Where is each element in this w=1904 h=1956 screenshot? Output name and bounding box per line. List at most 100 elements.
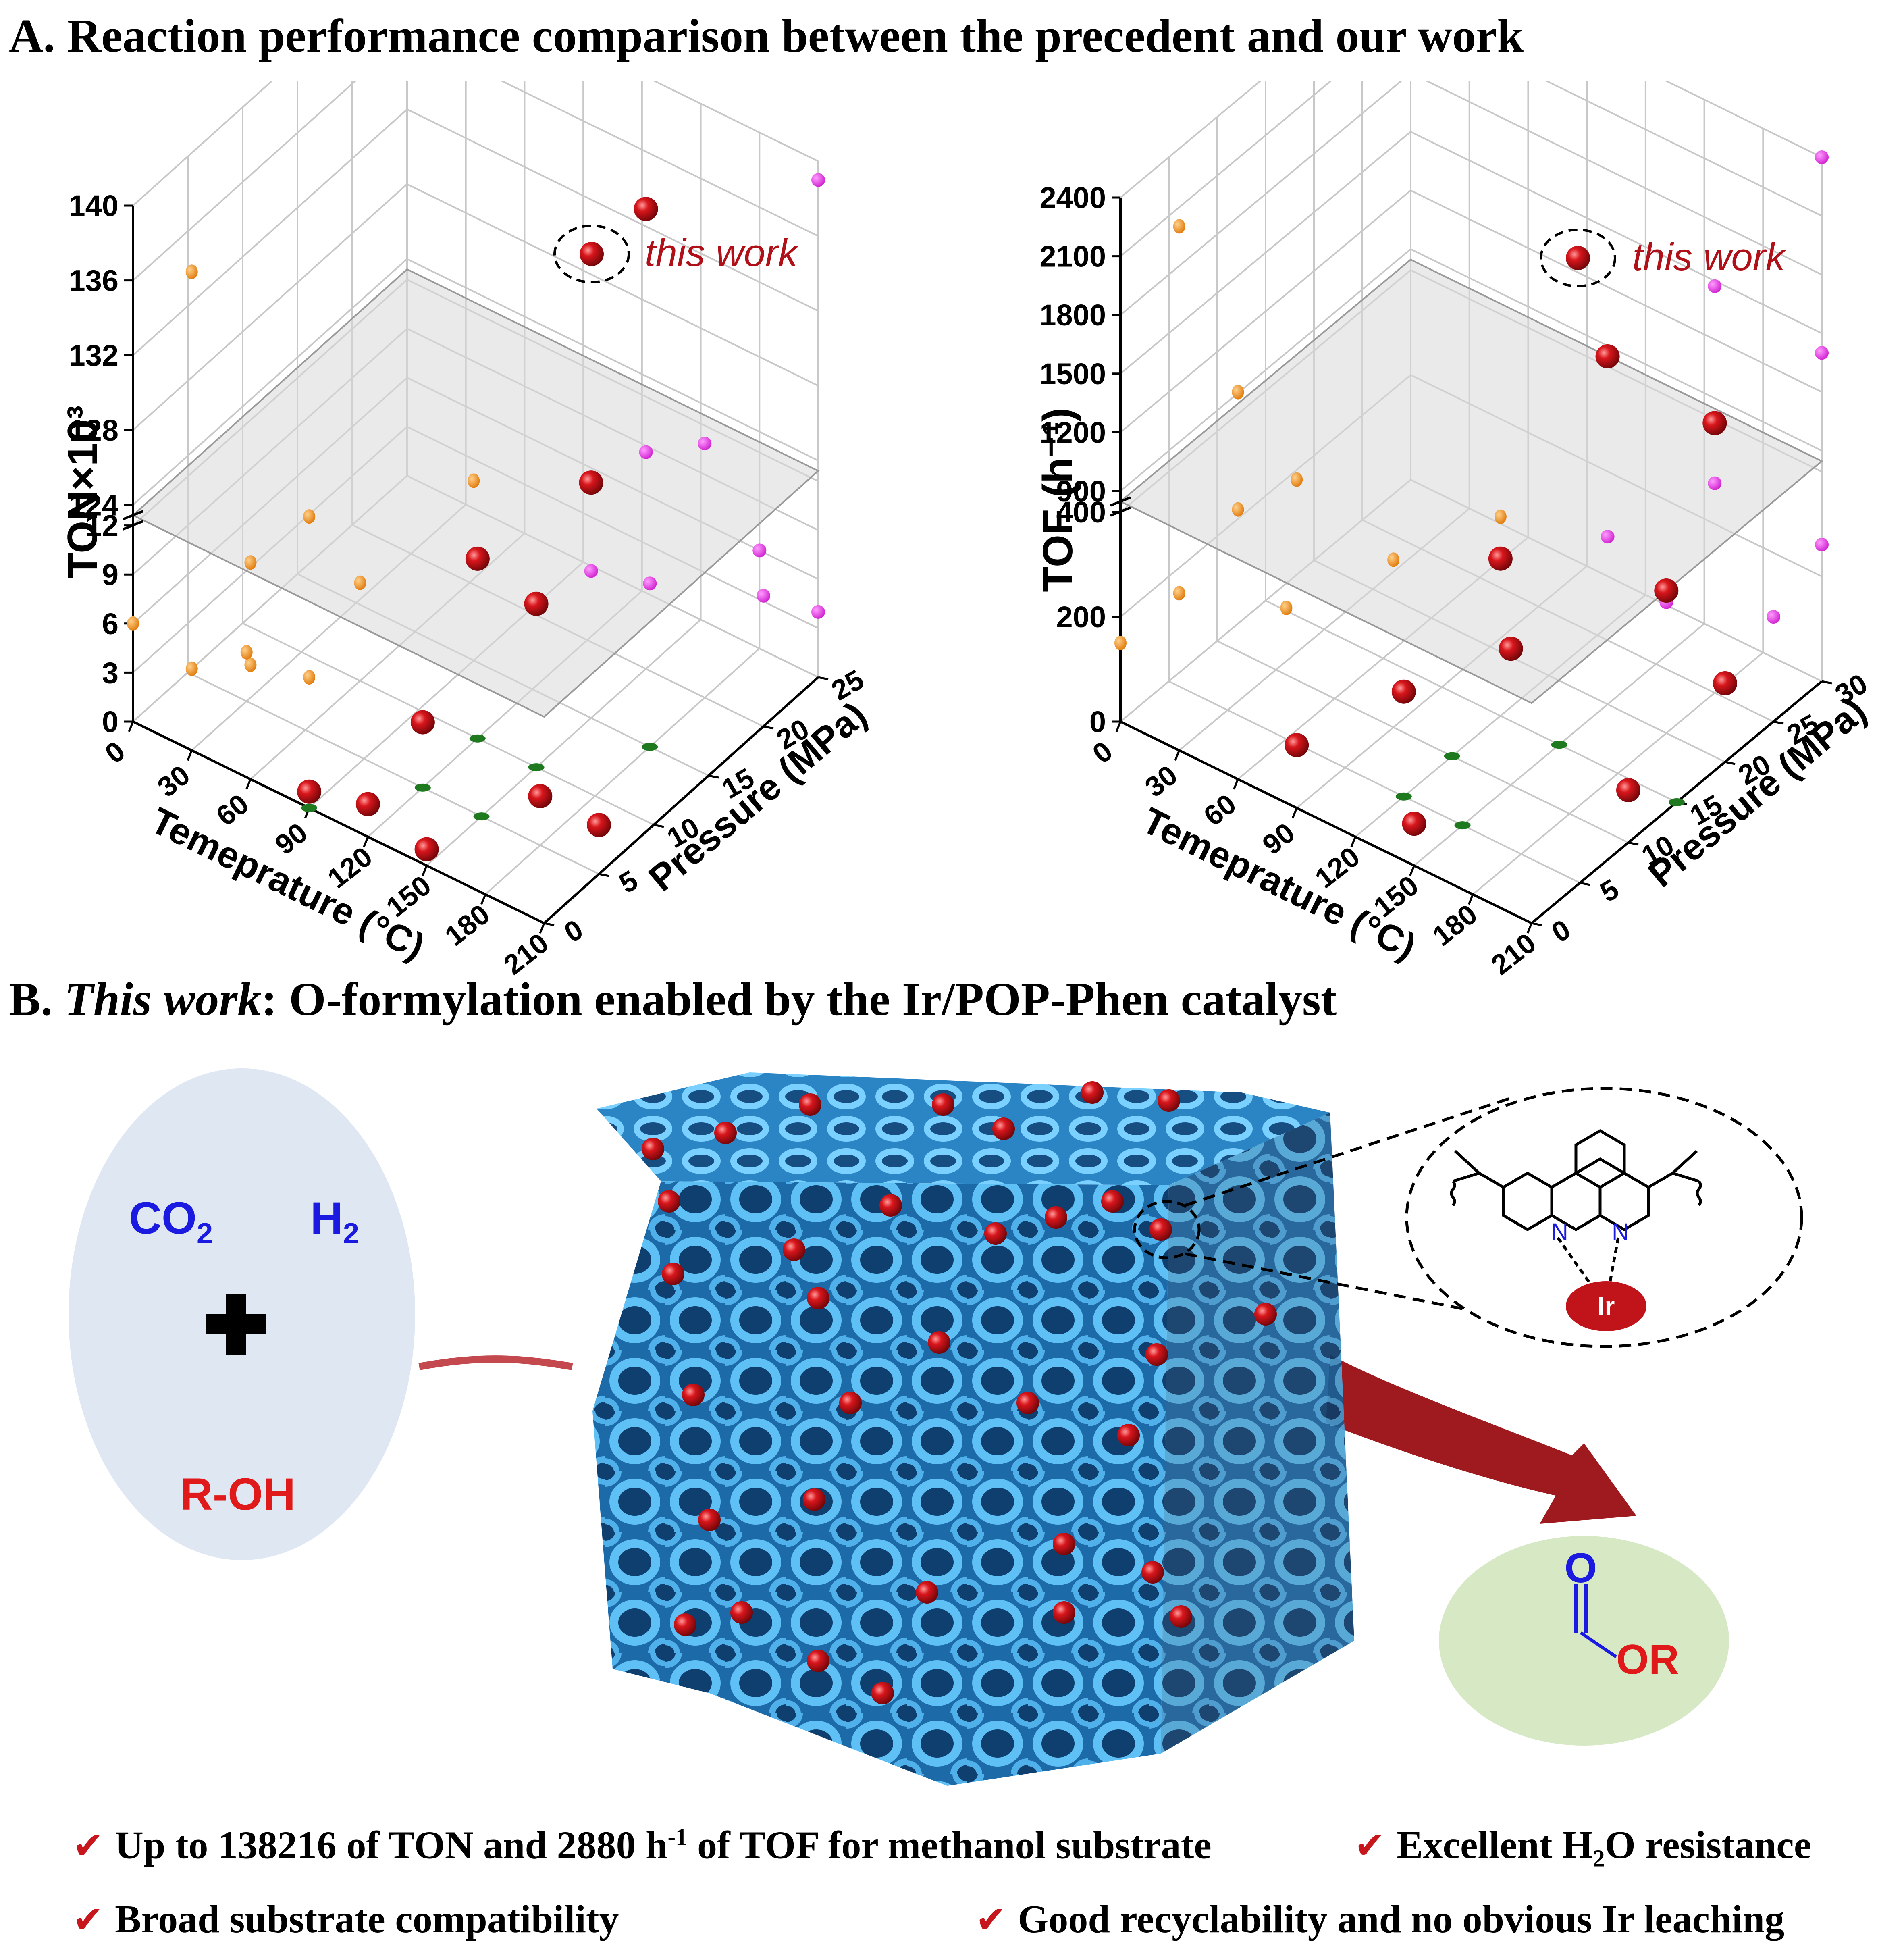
- feature-substrate-text: Broad substrate compatibility: [115, 1898, 619, 1941]
- data-point-magenta: [1708, 279, 1722, 293]
- data-point-magenta: [698, 437, 712, 451]
- y-tick: [544, 922, 555, 926]
- z-grid-line: [132, 81, 357, 281]
- z-tick-label: 140: [69, 189, 118, 223]
- ir-site-ball: [807, 1650, 829, 1672]
- z-grid-line: [1544, 81, 1822, 217]
- x-tick: [1350, 836, 1357, 847]
- data-point-red: [1654, 578, 1679, 603]
- ir-site-ball: [928, 1331, 950, 1354]
- z-tick-label: 3: [102, 656, 118, 689]
- z-grid-line: [407, 183, 819, 387]
- x-tick: [128, 721, 134, 732]
- roh-label: R-OH: [180, 1469, 295, 1519]
- z-grid-line: [132, 183, 408, 431]
- section-b-title: B. This work: O-formylation enabled by t…: [9, 976, 1337, 1023]
- ton-chart-marks: [127, 173, 825, 861]
- z-tick-label: 9: [102, 558, 118, 591]
- z-tick-label: 12: [85, 509, 118, 543]
- x-tick: [480, 894, 486, 905]
- data-point-red: [1713, 671, 1737, 695]
- tof-chart-marks: [1114, 150, 1829, 836]
- ir-sites: [642, 1081, 1277, 1704]
- floor-grid-line: [1168, 680, 1580, 884]
- ir-site-ball: [662, 1263, 684, 1285]
- floor-grid-line: [484, 648, 760, 895]
- data-point-magenta: [584, 564, 598, 578]
- ir-site-ball: [803, 1488, 825, 1511]
- ir-site-ball: [658, 1190, 680, 1213]
- data-point-orange: [468, 473, 480, 488]
- section-a-title: A. Reaction performance comparison betwe…: [9, 12, 1524, 60]
- plus-icon: [206, 1294, 266, 1355]
- ir-site-ball: [1117, 1424, 1140, 1446]
- data-point-orange: [303, 670, 316, 685]
- ir-site-ball: [1149, 1218, 1172, 1241]
- z-tick-label: 0: [1089, 705, 1106, 739]
- product-ellipse: [1439, 1536, 1729, 1746]
- formate-structure: [1574, 1584, 1617, 1658]
- data-point-red: [465, 546, 490, 571]
- ir-site-ball: [984, 1222, 1007, 1245]
- product-o: O: [1565, 1545, 1597, 1592]
- ir-site-ball: [1053, 1601, 1075, 1624]
- section-a-text: Reaction performance comparison between …: [67, 9, 1524, 62]
- z-grid-line: [1663, 81, 1822, 158]
- ir-site-ball: [1081, 1081, 1104, 1104]
- data-point-red: [297, 779, 322, 804]
- x-tick-label: 180: [1426, 898, 1483, 952]
- ir-site-ball: [879, 1194, 902, 1217]
- ir-site-ball: [807, 1287, 829, 1309]
- data-point-red: [355, 792, 380, 816]
- y-tick: [1821, 680, 1832, 685]
- ir-site-ball: [839, 1392, 862, 1414]
- data-point-red: [1499, 637, 1523, 661]
- data-point-red: [528, 784, 553, 808]
- x-tick: [1291, 807, 1298, 819]
- y-tick: [1580, 882, 1590, 886]
- z-grid-line: [1120, 248, 1411, 492]
- z-tick-label: 132: [69, 339, 118, 372]
- ir-site-ball: [1053, 1533, 1075, 1555]
- z-grid-line: [132, 108, 408, 356]
- y-tick: [599, 873, 609, 877]
- x-tick: [363, 836, 369, 847]
- z-grid-line: [1120, 81, 1403, 316]
- data-point-orange: [1291, 472, 1303, 487]
- z-tick-label: 1200: [1039, 416, 1106, 449]
- ir-site-ball: [730, 1601, 753, 1624]
- y-tick-label: 5: [614, 864, 643, 899]
- data-point-magenta: [1815, 346, 1829, 360]
- axis-break-plane: [131, 268, 820, 718]
- ir-site-ball: [1170, 1605, 1192, 1628]
- ir-site-ball: [1158, 1089, 1180, 1112]
- data-point-orange: [1232, 502, 1244, 517]
- foam-top-face: [597, 1072, 1330, 1185]
- zoom-line-bottom: [1185, 1252, 1572, 1332]
- tof-this-work-point: [1566, 246, 1590, 270]
- ir-site-ball: [799, 1093, 821, 1116]
- x-tick: [539, 923, 545, 934]
- feature-substrate: ✔ Broad substrate compatibility: [73, 1900, 619, 1939]
- y-tick: [1725, 761, 1736, 765]
- z-tick-label: 2400: [1039, 181, 1106, 214]
- data-point-orange: [244, 658, 257, 672]
- floor-grid-line: [1265, 600, 1677, 803]
- z-tick-label: 2100: [1039, 240, 1106, 273]
- z-grid-line: [1424, 81, 1822, 275]
- data-point-orange: [1173, 586, 1185, 601]
- feature-ton-tof-text-end: of TOF for methanol substrate: [687, 1823, 1212, 1867]
- floor-grid-line: [242, 622, 654, 826]
- feature-ton-tof-text: Up to 138216 of TON and 2880 h: [115, 1823, 668, 1867]
- axis-break-plane: [1119, 258, 1823, 704]
- z-tick-label: 1800: [1039, 298, 1106, 332]
- y-tick: [653, 824, 664, 828]
- z-grid-line: [1410, 189, 1822, 393]
- data-point-magenta: [811, 605, 825, 619]
- data-point-magenta: [1815, 150, 1829, 164]
- x-tick: [1174, 750, 1181, 761]
- z-tick-label: 200: [1056, 600, 1106, 634]
- z-grid-line: [652, 81, 819, 162]
- data-point-magenta: [1601, 530, 1615, 544]
- feature-water-text: Excellent H: [1397, 1823, 1593, 1867]
